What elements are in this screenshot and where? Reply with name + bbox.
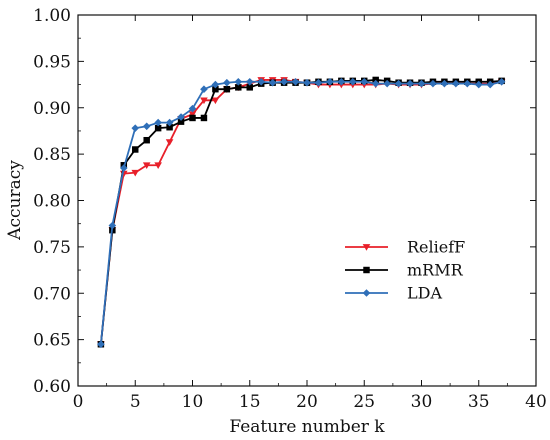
data-point-mrmr bbox=[132, 146, 139, 153]
data-point-mrmr bbox=[189, 114, 196, 122]
data-point-lda bbox=[268, 78, 277, 87]
data-point-mrmr bbox=[235, 84, 242, 91]
data-point-mrmr bbox=[177, 118, 185, 125]
legend-label: ReliefF bbox=[407, 238, 465, 257]
data-point-lda bbox=[120, 164, 128, 172]
y-tick-label: 1.00 bbox=[33, 6, 71, 26]
data-point-lda bbox=[326, 77, 334, 86]
data-point-mrmr bbox=[223, 85, 231, 93]
data-point-lda bbox=[429, 79, 437, 88]
data-point-relieff bbox=[188, 111, 197, 119]
data-point-lda bbox=[463, 79, 472, 88]
data-point-mrmr bbox=[212, 85, 219, 93]
data-point-lda bbox=[177, 113, 185, 121]
plot-area bbox=[77, 14, 537, 387]
data-point-lda bbox=[97, 340, 105, 349]
axis-ticks bbox=[77, 14, 537, 387]
x-tick-label: 40 bbox=[525, 392, 547, 412]
data-point-lda bbox=[154, 118, 162, 127]
data-point-lda bbox=[234, 77, 243, 86]
data-point-lda bbox=[337, 77, 346, 86]
y-axis-title: Accuracy bbox=[5, 160, 25, 241]
data-point-lda bbox=[383, 79, 391, 88]
data-point-lda bbox=[223, 78, 231, 87]
legend-label: mRMR bbox=[407, 261, 464, 280]
legend-swatch-marker bbox=[363, 266, 370, 274]
data-point-mrmr bbox=[200, 114, 208, 122]
data-point-lda bbox=[440, 79, 449, 88]
data-point-mrmr bbox=[246, 84, 253, 91]
data-point-mrmr bbox=[154, 124, 162, 132]
data-point-lda bbox=[257, 77, 265, 86]
data-point-lda bbox=[349, 77, 357, 86]
y-tick-label: 0.85 bbox=[33, 145, 71, 165]
data-point-lda bbox=[394, 79, 403, 88]
y-tick-label: 0.70 bbox=[33, 284, 71, 304]
y-tick-label: 0.65 bbox=[33, 331, 71, 351]
data-point-lda bbox=[165, 118, 174, 127]
data-point-relieff bbox=[131, 169, 140, 177]
data-point-relieff bbox=[154, 162, 162, 170]
legend-item-mrmr: mRMR bbox=[345, 261, 464, 280]
x-axis-title: Feature number k bbox=[229, 417, 385, 437]
data-point-lda bbox=[314, 78, 323, 87]
data-point-lda bbox=[245, 77, 254, 86]
data-point-relieff bbox=[200, 97, 208, 105]
legend-label: LDA bbox=[407, 284, 442, 303]
y-tick-label: 0.90 bbox=[33, 99, 71, 119]
data-point-lda bbox=[131, 124, 140, 132]
data-point-relieff bbox=[165, 139, 174, 146]
y-tick-label: 0.60 bbox=[33, 377, 71, 397]
data-point-lda bbox=[486, 80, 494, 89]
legend-item-lda: LDA bbox=[345, 284, 442, 303]
data-point-lda bbox=[280, 77, 288, 86]
data-point-lda bbox=[108, 221, 117, 230]
y-tick-labels: 0.60 0.65 0.70 0.75 0.80 0.85 0.90 0.95 1.00 bbox=[33, 6, 71, 397]
x-tick-label: 30 bbox=[411, 392, 433, 412]
data-point-lda bbox=[417, 79, 426, 88]
x-tick-label: 15 bbox=[239, 392, 261, 412]
data-point-mrmr bbox=[143, 136, 150, 144]
data-point-lda bbox=[360, 77, 369, 86]
series-lda bbox=[97, 77, 506, 349]
data-point-lda bbox=[142, 122, 151, 131]
data-point-lda bbox=[291, 77, 300, 86]
data-point-lda bbox=[303, 78, 311, 87]
y-tick-label: 0.75 bbox=[33, 238, 71, 258]
x-tick-label: 35 bbox=[468, 392, 490, 412]
data-point-lda bbox=[474, 80, 483, 89]
legend-swatch-marker bbox=[362, 244, 371, 251]
data-point-mrmr bbox=[166, 123, 173, 131]
series-layer bbox=[97, 76, 506, 349]
legend-swatch-marker bbox=[362, 289, 371, 297]
legend: ReliefF mRMR LDA bbox=[345, 238, 465, 303]
x-tick-label: 5 bbox=[130, 392, 141, 412]
x-tick-label: 25 bbox=[353, 392, 375, 412]
data-point-lda bbox=[211, 80, 220, 89]
x-tick-label: 0 bbox=[73, 392, 84, 412]
legend-item-relieff: ReliefF bbox=[345, 238, 465, 257]
data-point-lda bbox=[200, 85, 208, 93]
x-tick-label: 20 bbox=[296, 392, 318, 412]
data-point-lda bbox=[452, 79, 460, 88]
data-point-lda bbox=[497, 77, 506, 86]
data-point-lda bbox=[188, 104, 197, 113]
data-point-lda bbox=[371, 79, 380, 88]
data-point-relieff bbox=[211, 97, 220, 105]
data-point-relieff bbox=[142, 162, 151, 170]
data-point-lda bbox=[406, 79, 414, 88]
x-tick-label: 10 bbox=[182, 392, 204, 412]
y-tick-label: 0.95 bbox=[33, 52, 71, 72]
x-tick-labels: 0 5 10 15 20 25 30 35 40 bbox=[73, 392, 547, 412]
y-tick-label: 0.80 bbox=[33, 192, 71, 212]
